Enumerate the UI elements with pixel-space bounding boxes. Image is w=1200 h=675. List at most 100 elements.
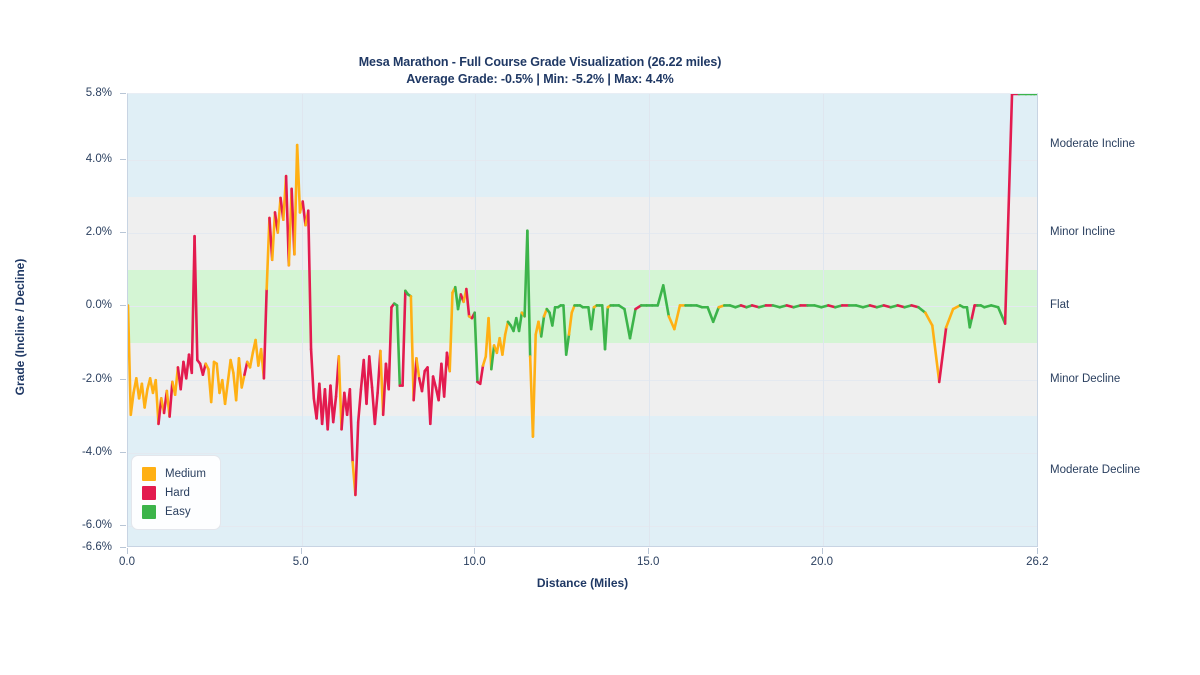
zone-band-moderate-incline	[128, 94, 1037, 197]
grade-segment-medium	[143, 387, 149, 409]
grade-segment-medium	[673, 304, 682, 331]
legend-label-hard: Hard	[165, 486, 190, 499]
page-title: Mesa Marathon - Full Course Grade Visual…	[358, 55, 722, 69]
zone-label-moderate-incline: Moderate Incline	[1050, 138, 1136, 151]
grade-segment-easy	[661, 284, 671, 318]
grade-segment-medium	[295, 143, 302, 214]
gridline-horizontal	[128, 452, 1037, 454]
zone-band-minor-decline	[128, 342, 1037, 417]
y-axis-tick-label: -4.0%	[81, 445, 112, 458]
gridline-vertical	[649, 94, 651, 546]
y-axis-label: Grade (Incline / Decline)	[13, 258, 27, 396]
grade-segment-medium	[223, 380, 230, 406]
grade-segment-easy	[395, 304, 402, 387]
zone-label-minor-incline: Minor Incline	[1050, 226, 1116, 239]
gridline-vertical	[822, 94, 824, 546]
grade-segment-easy	[490, 344, 496, 371]
grade-segment-medium	[415, 356, 421, 380]
grade-segment-hard	[1003, 94, 1014, 325]
grade-segment-medium	[129, 391, 135, 417]
legend-swatch-medium	[142, 466, 156, 481]
grade-segment-hard	[465, 287, 471, 318]
grade-segment-medium	[931, 324, 941, 384]
grade-segment-hard	[367, 355, 374, 389]
zone-label-minor-decline: Minor Decline	[1050, 372, 1121, 385]
grade-segment-medium	[924, 311, 934, 327]
y-axis-tick-mark	[120, 525, 126, 527]
y-axis-tick-mark	[120, 158, 126, 160]
grade-segment-hard	[478, 364, 485, 386]
legend[interactable]: Medium Hard Easy	[131, 455, 221, 530]
grade-segment-hard	[429, 375, 435, 426]
grade-segment-hard	[348, 387, 354, 464]
grade-segment-easy	[551, 305, 557, 327]
grade-segment-easy	[562, 304, 568, 356]
legend-item-hard[interactable]: Hard	[142, 483, 206, 502]
x-axis-tick-mark	[821, 548, 823, 554]
legend-label-medium: Medium	[165, 467, 206, 480]
grade-segment-hard	[354, 420, 360, 497]
grade-segment-medium	[248, 351, 255, 369]
grade-segment-hard	[168, 380, 174, 418]
grade-segment-medium	[240, 373, 246, 389]
legend-label-easy: Easy	[165, 505, 191, 518]
grade-segment-hard	[442, 351, 449, 398]
grade-segment-easy	[628, 307, 637, 340]
grade-segment-easy	[526, 229, 532, 358]
y-axis-tick-label: 2.0%	[85, 226, 112, 239]
grade-segment-hard	[331, 395, 338, 424]
grade-segment-hard	[193, 234, 199, 362]
grade-segment-medium	[229, 358, 235, 375]
y-axis-tick-mark	[120, 232, 126, 234]
grade-segment-medium	[567, 311, 574, 336]
gridline-vertical	[301, 94, 303, 546]
legend-swatch-easy	[142, 504, 156, 519]
grade-segment-easy	[603, 305, 610, 351]
grade-segment-hard	[431, 375, 438, 389]
grade-segment-medium	[487, 316, 493, 371]
grade-segment-hard	[970, 304, 976, 320]
zone-band-moderate-decline	[128, 416, 1037, 546]
plot-area	[127, 93, 1038, 547]
grade-segment-easy	[517, 311, 524, 333]
gridline-horizontal	[128, 379, 1037, 381]
grade-segment-medium	[448, 291, 454, 373]
grade-segment-medium	[951, 304, 962, 311]
grade-segment-hard	[309, 347, 316, 400]
y-axis-tick-mark	[120, 378, 126, 380]
grade-segment-easy	[968, 316, 974, 329]
grade-segment-hard	[381, 362, 388, 417]
zone-label-flat: Flat	[1050, 299, 1070, 312]
grade-segment-medium	[128, 304, 133, 417]
grade-segment-medium	[531, 333, 537, 438]
grade-segment-medium	[409, 295, 415, 402]
x-axis-tick-label: 20.0	[810, 556, 834, 568]
grade-segment-hard	[373, 391, 379, 426]
grade-segment-easy	[623, 307, 632, 340]
grade-segment-hard	[412, 356, 418, 402]
grade-segment-hard	[401, 289, 407, 387]
x-axis-tick-mark	[1037, 548, 1039, 554]
grade-segment-medium	[501, 333, 507, 356]
grade-segment-medium	[215, 362, 221, 395]
y-axis-tick-label: -2.0%	[81, 372, 112, 385]
grade-segment-hard	[387, 305, 393, 391]
grade-segment-hard	[420, 369, 427, 393]
x-axis-tick-label: 26.2	[1026, 556, 1049, 568]
y-axis-tick-label: -6.6%	[81, 541, 112, 553]
y-axis-tick-label: -6.0%	[81, 519, 112, 532]
grade-segment-easy	[706, 305, 715, 324]
grade-segment-medium	[481, 355, 488, 367]
x-axis-tick-mark	[648, 548, 650, 554]
x-axis-label: Distance (Miles)	[536, 576, 629, 590]
y-axis-tick-mark	[120, 547, 126, 548]
grade-series	[128, 94, 1037, 497]
x-axis-tick-label: 10.0	[463, 556, 486, 568]
grade-segment-hard	[243, 360, 249, 376]
x-axis-tick-mark	[474, 548, 476, 554]
legend-item-medium[interactable]: Medium	[142, 464, 206, 483]
chart-title-block: Mesa Marathon - Full Course Grade Visual…	[0, 54, 1080, 88]
legend-item-easy[interactable]: Easy	[142, 502, 206, 521]
grade-segment-easy	[589, 305, 596, 331]
grade-segment-easy	[564, 333, 571, 356]
